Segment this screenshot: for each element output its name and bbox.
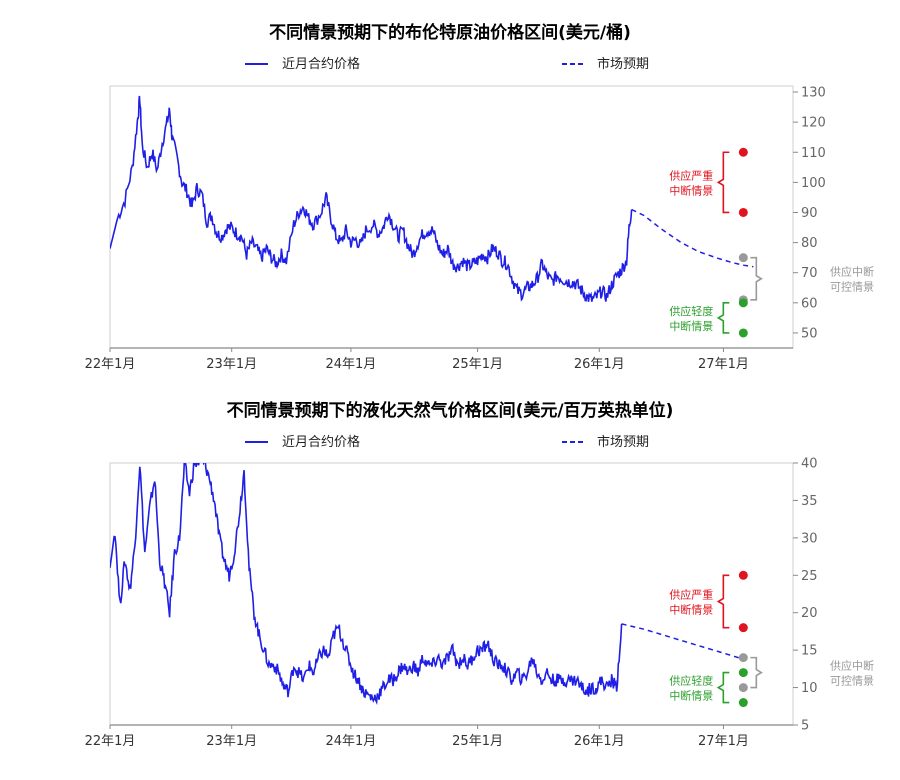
y-tick-label: 130 — [801, 86, 826, 101]
y-tick-label: 50 — [801, 326, 818, 341]
series-line-market-expectation — [621, 623, 744, 660]
y-tick-label: 25 — [801, 569, 818, 584]
annotation-severe: 供应严重中断情景 — [669, 587, 713, 616]
legend-label: 近月合约价格 — [282, 434, 360, 450]
brent-oil-chart: 不同情景预期下的布伦特原油价格区间(美元/桶) 近月合约价格 市场预期 50 60 70 8… — [85, 22, 874, 372]
scenario-point-severe — [738, 147, 748, 157]
annotation-severe-line: 中断情景 — [669, 183, 713, 197]
scenario-point-mild — [738, 668, 748, 678]
annotation-mild-line: 供应轻度 — [669, 304, 713, 318]
chart-title: 不同情景预期下的液化天然气价格区间(美元/百万英热单位) — [227, 400, 674, 421]
annotation-control: 供应中断可控情景 — [830, 659, 874, 688]
scenario-point-control — [738, 683, 748, 693]
y-tick-label: 90 — [801, 206, 818, 221]
annotation-mild-line: 中断情景 — [669, 689, 713, 703]
scenario-point-control — [738, 253, 748, 263]
annotation-control: 供应中断可控情景 — [830, 265, 874, 294]
legend-label: 市场预期 — [597, 56, 649, 72]
x-tick-label: 25年1月 — [452, 357, 503, 372]
x-tick-label: 27年1月 — [698, 734, 749, 749]
scenario-point-severe — [738, 623, 748, 633]
x-tick-label: 24年1月 — [325, 734, 376, 749]
x-tick-label: 26年1月 — [574, 734, 625, 749]
scenario-point-mild — [738, 698, 748, 708]
annotation-control-line: 供应中断 — [830, 659, 874, 673]
series-line-spot-price — [110, 463, 623, 705]
x-tick-label: 26年1月 — [574, 357, 625, 372]
y-tick-label: 120 — [801, 116, 826, 131]
scenario-point-mild — [738, 328, 748, 338]
x-tick-label: 27年1月 — [698, 357, 749, 372]
scenario-point-mild — [738, 298, 748, 308]
legend: 近月合约价格 市场预期 — [245, 434, 649, 450]
series-line-spot-price — [110, 95, 633, 302]
mild-bracket — [716, 671, 730, 704]
annotation-control-line: 供应中断 — [830, 265, 874, 279]
annotation-mild: 供应轻度中断情景 — [669, 674, 713, 703]
x-tick-label: 23年1月 — [206, 734, 257, 749]
y-tick-label: 15 — [801, 644, 818, 659]
annotation-mild-line: 供应轻度 — [669, 674, 713, 688]
y-tick-label: 30 — [801, 531, 818, 546]
x-tick-label: 25年1月 — [452, 734, 503, 749]
y-tick-label: 40 — [801, 457, 818, 472]
scenario-point-severe — [738, 207, 748, 217]
y-tick-label: 70 — [801, 266, 818, 281]
legend: 近月合约价格 市场预期 — [245, 56, 649, 72]
y-tick-label: 100 — [801, 176, 826, 191]
scenario-point-control — [738, 653, 748, 663]
annotation-severe-line: 供应严重 — [669, 168, 713, 182]
severe-bracket — [716, 151, 730, 214]
scenario-point-severe — [738, 570, 748, 580]
x-tick-label: 22年1月 — [85, 734, 136, 749]
x-tick-label: 23年1月 — [206, 357, 257, 372]
y-tick-label: 10 — [801, 681, 818, 696]
control-bracket — [750, 256, 763, 301]
control-bracket — [750, 656, 763, 689]
x-tick-label: 22年1月 — [85, 357, 136, 372]
x-tick-label: 24年1月 — [325, 357, 376, 372]
series-line-market-expectation — [631, 208, 754, 268]
chart-title: 不同情景预期下的布伦特原油价格区间(美元/桶) — [269, 22, 631, 43]
y-tick-label: 110 — [801, 146, 826, 161]
y-tick-label: 80 — [801, 236, 818, 251]
annotation-severe-line: 供应严重 — [669, 587, 713, 601]
y-tick-label: 20 — [801, 606, 818, 621]
annotation-control-line: 可控情景 — [830, 674, 874, 688]
annotation-severe: 供应严重中断情景 — [669, 168, 713, 197]
annotation-control-line: 可控情景 — [830, 280, 874, 294]
mild-bracket — [716, 302, 730, 334]
lng-chart: 不同情景预期下的液化天然气价格区间(美元/百万英热单位) 近月合约价格 市场预期 5 1… — [85, 400, 874, 749]
annotation-mild: 供应轻度中断情景 — [669, 304, 713, 333]
y-tick-label: 60 — [801, 296, 818, 311]
severe-bracket — [716, 574, 730, 629]
annotation-mild-line: 中断情景 — [669, 319, 713, 333]
legend-label: 市场预期 — [597, 434, 649, 450]
y-tick-label: 35 — [801, 494, 818, 509]
y-tick-label: 5 — [801, 719, 809, 734]
legend-label: 近月合约价格 — [282, 56, 360, 72]
annotation-severe-line: 中断情景 — [669, 602, 713, 616]
